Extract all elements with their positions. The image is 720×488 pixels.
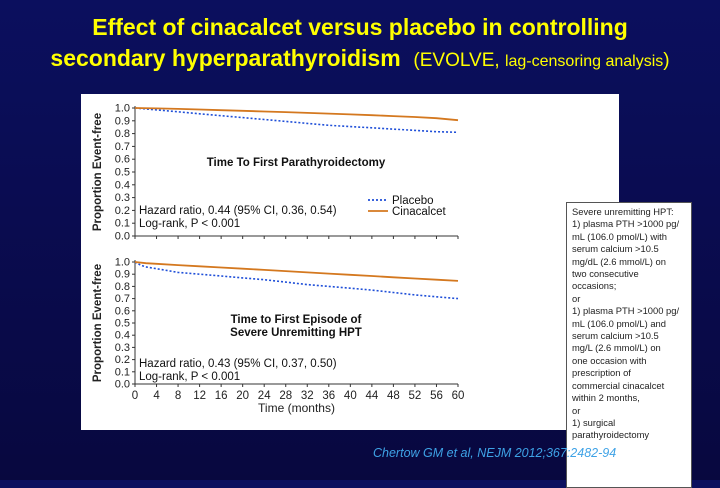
y-tick-label: 0.1 bbox=[115, 366, 130, 378]
y-tick-label: 0.1 bbox=[115, 218, 130, 230]
definition-line: or bbox=[572, 292, 581, 304]
y-tick-label: 0.3 bbox=[115, 342, 130, 354]
chart-title-line: Time to First Episode of bbox=[231, 314, 362, 326]
y-tick-label: 0.4 bbox=[115, 330, 130, 342]
y-tick-label: 0.5 bbox=[115, 318, 130, 330]
x-tick-label: 60 bbox=[452, 390, 465, 402]
y-tick-label: 0.4 bbox=[115, 179, 130, 191]
title-paren-open: (EVOLVE, bbox=[413, 50, 505, 71]
y-tick-label: 0.7 bbox=[115, 141, 130, 153]
chart-annotation-line: Hazard ratio, 0.44 (95% CI, 0.36, 0.54) bbox=[139, 205, 337, 217]
slide-title: Effect of cinacalcet versus placebo in c… bbox=[0, 12, 720, 77]
chart-annotation-line: Hazard ratio, 0.43 (95% CI, 0.37, 0.50) bbox=[139, 358, 337, 370]
x-tick-label: 32 bbox=[301, 390, 314, 402]
series-line-cinacalcet bbox=[134, 261, 459, 282]
y-axis-label: Proportion Event-free bbox=[92, 264, 104, 382]
series-line-cinacalcet bbox=[134, 107, 459, 122]
definition-line: 1) plasma PTH >1000 pg/ mL (106.0 pmol/L… bbox=[572, 218, 680, 292]
km-charts-svg: 0.00.10.20.30.40.50.60.70.80.91.0Proport… bbox=[92, 103, 465, 416]
y-tick-label: 0.0 bbox=[115, 379, 130, 391]
x-tick-label: 4 bbox=[153, 390, 160, 402]
y-tick-label: 0.2 bbox=[115, 205, 130, 217]
y-tick-label: 0.8 bbox=[115, 128, 130, 140]
y-tick-label: 1.0 bbox=[115, 257, 130, 269]
x-tick-label: 36 bbox=[322, 390, 335, 402]
y-tick-label: 0.3 bbox=[115, 192, 130, 204]
y-tick-label: 0.2 bbox=[115, 354, 130, 366]
y-tick-label: 0.9 bbox=[115, 269, 130, 281]
chart-title-line: Time To First Parathyroidectomy bbox=[207, 157, 386, 169]
definition-line: or bbox=[572, 404, 581, 416]
y-tick-label: 0.5 bbox=[115, 167, 130, 179]
title-line-2: secondary hyperparathyroidism (EVOLVE, l… bbox=[0, 43, 720, 77]
x-tick-label: 20 bbox=[236, 390, 249, 402]
citation: Chertow GM et al, NEJM 2012;367:2482-94 bbox=[373, 446, 617, 460]
legend-label-cinacalcet: Cinacalcet bbox=[392, 206, 446, 218]
y-axis-label: Proportion Event-free bbox=[92, 113, 104, 231]
x-tick-label: 24 bbox=[258, 390, 271, 402]
chart-annotation-line: Log-rank, P < 0.001 bbox=[139, 218, 240, 230]
chart-annotation-line: Log-rank, P < 0.001 bbox=[139, 371, 240, 383]
x-tick-label: 56 bbox=[430, 390, 443, 402]
series-line-placebo bbox=[134, 261, 459, 300]
y-tick-label: 0.8 bbox=[115, 281, 130, 293]
x-tick-label: 48 bbox=[387, 390, 400, 402]
x-tick-label: 8 bbox=[175, 390, 181, 402]
y-tick-label: 1.0 bbox=[115, 103, 130, 115]
title-paren-sub: lag-censoring analysis bbox=[504, 53, 664, 70]
km-figure: 0.0 0.1 0.2 0.3 0.4 0.5 0.6 0.7 0.8 0.9 1.0 Proport… bbox=[81, 94, 692, 488]
definition-line: 1) surgical parathyroidectomy bbox=[572, 416, 650, 441]
definition-line: Severe unremitting HPT: bbox=[572, 206, 674, 217]
y-tick-label: 0.7 bbox=[115, 293, 130, 305]
title-line-1: Effect of cinacalcet versus placebo in c… bbox=[92, 14, 628, 40]
x-tick-label: 28 bbox=[279, 390, 292, 402]
definition-line: 1) plasma PTH >1000 pg/ mL (106.0 pmol/L… bbox=[572, 305, 680, 404]
legend-label-placebo: Placebo bbox=[392, 195, 434, 207]
x-tick-label: 40 bbox=[344, 390, 357, 402]
x-axis-label: Time (months) bbox=[258, 401, 335, 415]
y-tick-label: 0.6 bbox=[115, 154, 130, 166]
x-tick-label: 12 bbox=[193, 390, 206, 402]
x-tick-label: 16 bbox=[215, 390, 228, 402]
x-tick-label: 52 bbox=[409, 390, 422, 402]
definition-box: Severe unremitting HPT: 1) plasma PTH >1… bbox=[566, 202, 692, 488]
y-tick-label: 0.0 bbox=[115, 231, 130, 243]
y-tick-label: 0.6 bbox=[115, 305, 130, 317]
chart-title-line: Severe Unremitting HPT bbox=[230, 327, 362, 339]
x-tick-label: 0 bbox=[132, 390, 138, 402]
y-tick-label: 0.9 bbox=[115, 115, 130, 127]
title-line-2-main: secondary hyperparathyroidism bbox=[50, 45, 401, 71]
title-paren-close: ) bbox=[663, 50, 670, 71]
x-tick-label: 44 bbox=[365, 390, 378, 402]
